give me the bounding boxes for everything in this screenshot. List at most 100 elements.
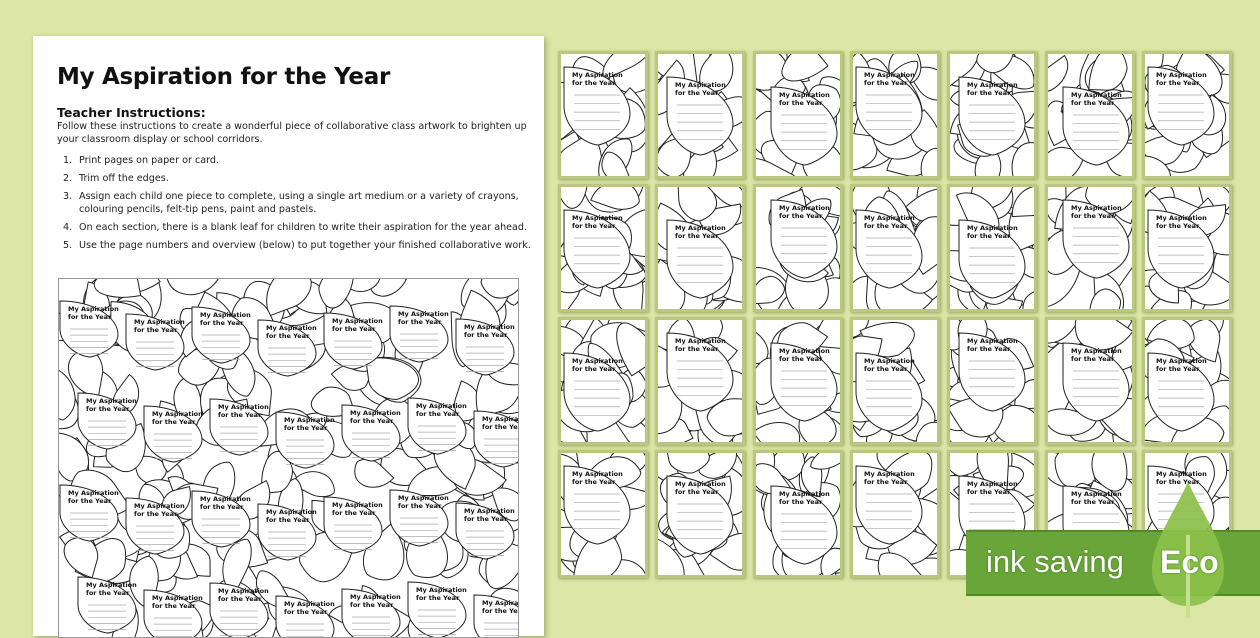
leaf-label: for the Year xyxy=(284,608,328,616)
step-text: Print pages on paper or card. xyxy=(79,155,220,166)
leaf xyxy=(809,453,840,470)
leaf-label: My Aspiration xyxy=(398,494,449,502)
leaf-label: My Aspiration xyxy=(482,415,519,423)
leaf-label: My Aspiration xyxy=(779,204,830,212)
leaf-label: for the Year xyxy=(864,222,908,230)
leaf-label: My Aspiration xyxy=(134,318,185,326)
leaf-label: My Aspiration xyxy=(779,347,830,355)
leaf xyxy=(590,187,640,210)
leaf-label: for the Year xyxy=(350,601,394,609)
page-thumbnail: My Aspiration for the Year xyxy=(947,184,1038,312)
leaf xyxy=(318,279,355,309)
leaf-label: My Aspiration xyxy=(266,508,317,516)
page-thumbnail: My Aspiration for the Year xyxy=(752,51,843,179)
leaf-label: for the Year xyxy=(398,318,442,326)
leaf xyxy=(222,538,252,595)
leaf xyxy=(658,534,685,575)
leaf xyxy=(490,487,518,522)
leaf xyxy=(755,275,785,305)
leaf-label: for the Year xyxy=(1156,478,1200,486)
leaf xyxy=(1011,187,1035,218)
leaf-label: for the Year xyxy=(967,232,1011,240)
leaf-label: My Aspiration xyxy=(86,397,137,405)
leaf-label: for the Year xyxy=(675,232,719,240)
step-number: 4. xyxy=(63,222,73,233)
leaf-label: My Aspiration xyxy=(864,357,915,365)
leaf xyxy=(93,279,142,298)
page-thumbnail: My Aspiration for the Year xyxy=(558,317,648,445)
leaf-label: My Aspiration xyxy=(967,224,1018,232)
leaf-label: My Aspiration xyxy=(675,337,726,345)
leaf-label: My Aspiration xyxy=(218,587,269,595)
leaf xyxy=(1074,320,1132,351)
leaf-label: for the Year xyxy=(482,423,519,431)
leaf xyxy=(820,547,840,575)
leaf xyxy=(1047,146,1086,176)
leaf-label: My Aspiration xyxy=(68,489,119,497)
leaf-label: My Aspiration xyxy=(152,410,203,418)
leaf-label: My Aspiration xyxy=(482,599,519,607)
leaf xyxy=(165,279,222,296)
leaf-label: My Aspiration xyxy=(1156,71,1207,79)
leaf-label: My Aspiration xyxy=(864,470,915,478)
leaf-label: for the Year xyxy=(86,589,130,597)
page-thumbnail: My Aspiration for the Year xyxy=(1141,317,1232,445)
leaf-label: for the Year xyxy=(218,595,262,603)
leaf-label: for the Year xyxy=(416,594,460,602)
leaf-label: My Aspiration xyxy=(350,593,401,601)
leaf-label: for the Year xyxy=(967,89,1011,97)
leaf xyxy=(755,421,800,442)
leaf xyxy=(1011,142,1035,176)
leaf-label: for the Year xyxy=(332,325,376,333)
leaf-label: for the Year xyxy=(675,89,719,97)
step-text: Assign each child one piece to complete,… xyxy=(79,191,519,215)
leaf-label: for the Year xyxy=(967,345,1011,353)
leaf-label: for the Year xyxy=(779,498,823,506)
leaf xyxy=(290,471,335,498)
leaf-drop-icon xyxy=(1152,482,1224,618)
overview-image: My Aspiration for the Year My Aspiration fo… xyxy=(58,278,519,638)
leaf xyxy=(1088,288,1121,309)
leaf-label: for the Year xyxy=(200,503,244,511)
leaf xyxy=(1047,54,1068,93)
leaf-label: My Aspiration xyxy=(398,310,449,318)
leaf xyxy=(59,366,76,421)
leaf-label: for the Year xyxy=(464,331,508,339)
leaf xyxy=(1087,54,1128,91)
leaf-label: My Aspiration xyxy=(200,311,251,319)
step-item: 1. Print pages on paper or card. xyxy=(63,154,533,167)
leaf xyxy=(602,54,645,81)
